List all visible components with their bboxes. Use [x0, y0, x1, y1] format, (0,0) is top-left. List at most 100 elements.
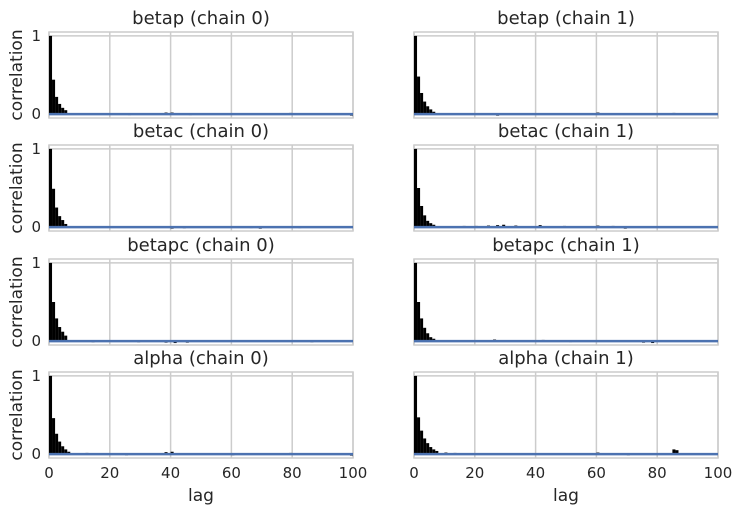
- acf-bar-lag-3: [423, 438, 427, 455]
- acf-bar-lag-4: [61, 107, 65, 115]
- acf-bar-lag-5: [64, 110, 68, 115]
- acf-bar-lag-2: [55, 318, 59, 342]
- acf-bar-lag-2: [420, 430, 424, 455]
- x-tick-label-40: 40: [526, 464, 545, 482]
- acf-bar-lag-86: [675, 450, 679, 455]
- x-axis-label: lag: [553, 486, 579, 506]
- x-tick-label-60: 60: [222, 464, 241, 482]
- y-tick-label-1: 1: [31, 367, 41, 385]
- panel-alpha-chain-1: alpha (chain 1) 0 20 40 60 80 100 lag: [409, 348, 732, 506]
- acf-bar-lag-3: [58, 441, 62, 455]
- panel-title: betac (chain 1): [498, 121, 634, 142]
- panel-betap-chain-1: betap (chain 1): [413, 8, 719, 119]
- acf-bar-lag-0: [49, 262, 53, 342]
- acf-bar-lag-6: [432, 449, 436, 455]
- acf-bar-lag-4: [61, 446, 65, 455]
- acf-bar-lag-3: [58, 216, 62, 228]
- acf-bar-lag-2: [420, 318, 424, 342]
- acf-bar-lag-5: [429, 109, 433, 115]
- acf-bar-lag-0: [414, 262, 418, 342]
- panel-frame: [413, 258, 719, 346]
- acf-bar-lag-2: [420, 92, 424, 115]
- y-axis-label: correlation: [7, 369, 27, 460]
- acf-bar-lag-3: [423, 327, 427, 342]
- x-tick-label-0: 0: [44, 464, 54, 482]
- panel-title: betac (chain 0): [133, 121, 269, 142]
- acf-bar-lag-3: [423, 101, 427, 115]
- x-tick-label-100: 100: [704, 464, 733, 482]
- acf-bar-lag-2: [55, 433, 59, 455]
- y-tick-label-0: 0: [31, 332, 41, 350]
- acf-bar-lag-4: [426, 220, 430, 228]
- y-tick-label-0: 0: [31, 218, 41, 236]
- acf-bar-lag-0: [414, 375, 418, 455]
- panel-frame: [48, 258, 354, 346]
- y-axis-label: correlation: [7, 142, 27, 233]
- panel-betac-chain-1: betac (chain 1): [413, 121, 719, 232]
- y-axis-label: correlation: [7, 29, 27, 120]
- panel-frame: [413, 31, 719, 119]
- acf-bar-lag-1: [52, 418, 56, 455]
- panel-frame: [48, 144, 354, 232]
- acf-bar-lag-0: [414, 148, 418, 228]
- acf-bar-lag-1: [52, 79, 56, 115]
- panel-title: betap (chain 0): [132, 8, 270, 29]
- y-axis-label: correlation: [7, 256, 27, 347]
- y-tick-label-1: 1: [31, 254, 41, 272]
- panel-frame: [48, 371, 354, 459]
- acf-bar-lag-5: [64, 335, 68, 342]
- acf-bar-lag-0: [414, 35, 418, 115]
- x-tick-label-100: 100: [339, 464, 368, 482]
- x-tick-label-0: 0: [409, 464, 419, 482]
- x-axis-label: lag: [188, 486, 214, 506]
- acf-bar-lag-2: [420, 205, 424, 228]
- acf-bar-lag-0: [49, 35, 53, 115]
- acf-bar-lag-4: [61, 331, 65, 342]
- acf-bar-lag-3: [58, 103, 62, 115]
- panel-frame: [413, 144, 719, 232]
- acf-bar-lag-5: [64, 449, 68, 455]
- acf-bar-lag-5: [429, 223, 433, 228]
- x-tick-label-80: 80: [283, 464, 302, 482]
- panel-title: betapc (chain 1): [492, 235, 640, 256]
- acf-bar-lag-0: [49, 375, 53, 455]
- acf-bar-lag-85: [672, 449, 676, 455]
- panel-title: alpha (chain 1): [498, 348, 634, 369]
- y-tick-label-0: 0: [31, 105, 41, 123]
- x-tick-label-60: 60: [587, 464, 606, 482]
- acf-bar-lag-5: [429, 337, 433, 342]
- acf-bar-lag-5: [429, 447, 433, 455]
- acf-bar-lag-3: [58, 327, 62, 342]
- acf-bar-lag-7: [435, 450, 439, 455]
- panel-title: betap (chain 1): [497, 8, 635, 29]
- panel-title: alpha (chain 0): [133, 348, 269, 369]
- acf-bar-lag-4: [426, 443, 430, 455]
- x-tick-label-80: 80: [648, 464, 667, 482]
- acf-bar-lag-1: [52, 302, 56, 342]
- panel-frame: [48, 31, 354, 119]
- y-tick-label-0: 0: [31, 445, 41, 463]
- panel-frame: [413, 371, 719, 459]
- panel-betapc-chain-1: betapc (chain 1): [413, 235, 719, 346]
- acf-bar-lag-1: [52, 188, 56, 228]
- y-tick-label-1: 1: [31, 140, 41, 158]
- acf-bar-lag-1: [417, 188, 421, 228]
- acf-bar-lag-1: [417, 302, 421, 342]
- acf-bar-lag-4: [426, 333, 430, 342]
- x-tick-label-20: 20: [100, 464, 119, 482]
- acf-bar-lag-3: [423, 215, 427, 228]
- acf-bar-lag-1: [417, 417, 421, 455]
- acf-bar-lag-4: [61, 220, 65, 228]
- x-tick-label-20: 20: [465, 464, 484, 482]
- acf-bar-lag-2: [55, 207, 59, 228]
- acf-bar-lag-1: [417, 76, 421, 115]
- acf-bar-lag-5: [64, 223, 68, 228]
- panel-title: betapc (chain 0): [127, 235, 275, 256]
- acf-bar-lag-2: [55, 96, 59, 115]
- acf-bar-lag-4: [426, 106, 430, 115]
